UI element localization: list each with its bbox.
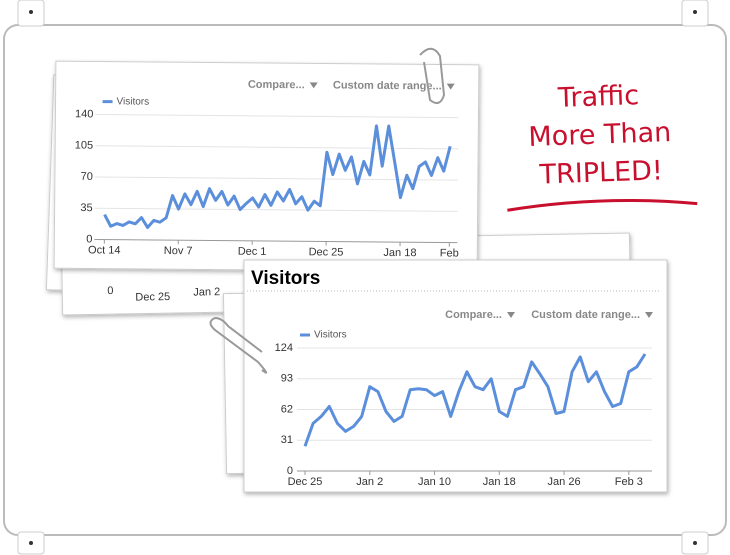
y-tick-label: 124 <box>275 342 293 354</box>
x-tick-label: Dec 25 <box>288 476 323 488</box>
series-line <box>303 353 647 447</box>
legend-label: Visitors <box>314 330 347 341</box>
y-tick-label: 0 <box>287 465 293 477</box>
paper-clip <box>209 316 268 374</box>
y-tick-label: 31 <box>281 434 293 446</box>
control[interactable]: Compare... <box>248 79 305 91</box>
y-tick-label: 105 <box>75 139 93 151</box>
behind-labels: 0 Dec 25 Jan 2 <box>107 285 220 304</box>
behind-label: Dec 25 <box>135 291 170 304</box>
rivets <box>17 0 709 555</box>
dropdown-arrow <box>507 312 515 318</box>
annotation-line: TRIPLED! <box>538 155 663 190</box>
y-tick-label: 140 <box>75 108 93 120</box>
chart-back: Compare... Custom date range... 0 35 70 105 14… <box>53 60 480 273</box>
x-tick-label: Jan 18 <box>483 476 516 488</box>
grid-line <box>94 207 458 212</box>
y-tick-label: 93 <box>281 373 293 385</box>
x-tick-label: Nov 7 <box>164 245 193 257</box>
chart-title: Visitors <box>251 268 320 289</box>
x-tick-label: Dec 25 <box>309 246 344 258</box>
y-tick-label: 0 <box>86 233 92 245</box>
x-tick-label: Jan 2 <box>356 476 383 488</box>
y-tick-label: 62 <box>281 403 293 415</box>
annotation-line: Traffic <box>556 80 639 114</box>
dropdown-arrow <box>645 312 653 318</box>
grid-line <box>94 239 458 244</box>
grid-line <box>95 114 459 119</box>
x-tick-label: Feb 3 <box>615 476 643 488</box>
y-tick-label: 70 <box>81 171 93 183</box>
behind-label: 0 <box>107 285 113 297</box>
legend-label: Visitors <box>117 96 150 107</box>
dropdown-arrow <box>446 83 455 90</box>
x-tick-label: Dec 1 <box>238 246 267 258</box>
behind-label: Jan 2 <box>193 286 220 298</box>
x-tick-label: Jan 18 <box>383 247 416 259</box>
x-tick-label: Jan 10 <box>418 476 451 488</box>
paper-clip <box>419 47 446 105</box>
x-tick-label: Feb <box>440 247 459 259</box>
x-tick-label: Oct 14 <box>88 244 121 256</box>
grid-line <box>95 145 459 150</box>
control[interactable]: Compare... <box>445 309 502 321</box>
control[interactable]: Custom date range... <box>531 309 640 321</box>
chart-front: Visitors Compare... Custom date range... 0 3… <box>243 259 668 493</box>
control[interactable]: Custom date range... <box>333 79 442 92</box>
y-tick-label: 35 <box>80 202 92 214</box>
series-line <box>103 124 452 229</box>
dropdown-arrow <box>309 82 318 89</box>
x-tick-label: Jan 26 <box>548 476 581 488</box>
annotation-line: More Than <box>528 117 672 153</box>
